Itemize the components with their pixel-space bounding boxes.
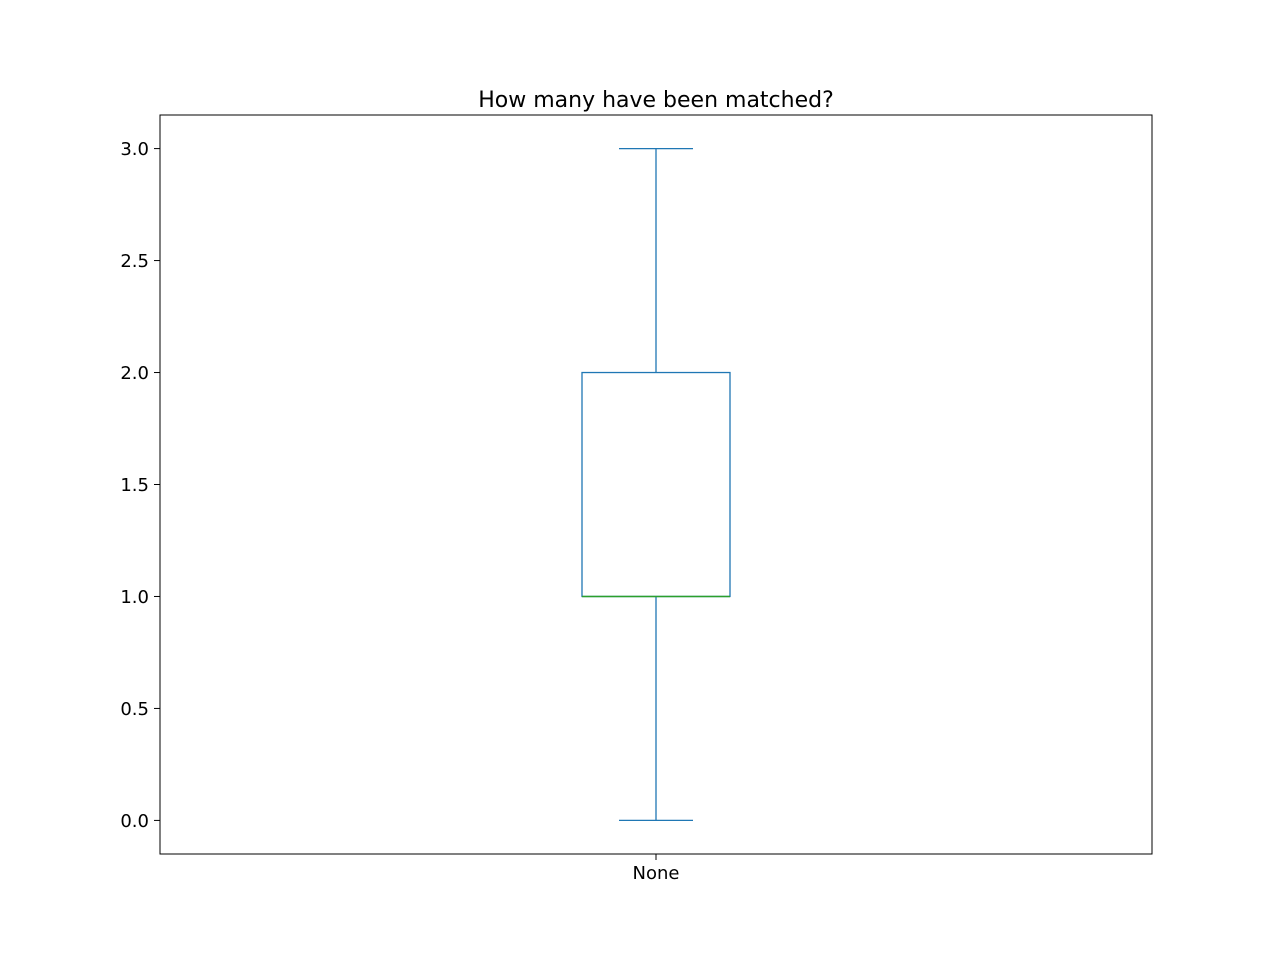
y-tick-label: 0.0 — [120, 811, 149, 832]
y-tick-label: 1.5 — [120, 475, 149, 496]
x-tick-label: None — [633, 863, 680, 884]
y-tick-label: 3.0 — [120, 139, 149, 160]
y-tick-label: 0.5 — [120, 699, 149, 720]
y-tick-label: 2.5 — [120, 251, 149, 272]
y-tick-label: 1.0 — [120, 587, 149, 608]
chart-title: How many have been matched? — [478, 88, 834, 113]
plot-area: 0.0 0.5 1.0 1.5 2.0 2.5 3.0 None — [120, 114, 1153, 884]
y-tick-label: 2.0 — [120, 363, 149, 384]
